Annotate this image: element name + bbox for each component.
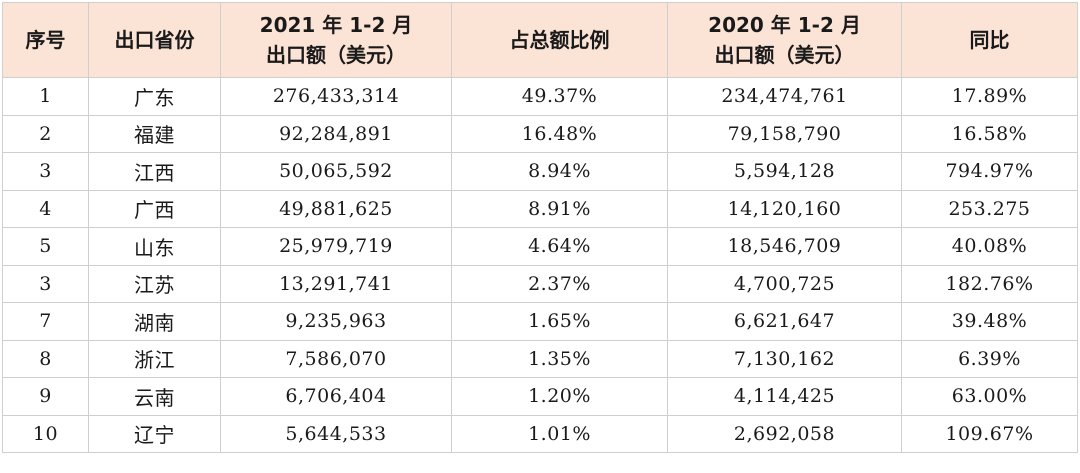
- cell-share: 16.48%: [451, 114, 668, 153]
- cell-export-2021: 6,706,404: [220, 377, 452, 416]
- cell-yoy: 39.48%: [901, 302, 1078, 341]
- cell-rank: 1: [2, 77, 89, 116]
- cell-export-2020: 14,120,160: [667, 189, 902, 228]
- export-table: 序号 出口省份 2021 年 1-2 月 出口额（美元） 占总额比例 2020 …: [2, 2, 1078, 453]
- cell-province: 福建: [88, 114, 221, 153]
- cell-rank: 10: [2, 414, 89, 453]
- table-row: 3 江西 50,065,592 8.94% 5,594,128 794.97%: [2, 152, 1078, 191]
- cell-rank: 9: [2, 377, 89, 416]
- cell-yoy: 6.39%: [901, 339, 1078, 378]
- table-row: 3 江苏 13,291,741 2.37% 4,700,725 182.76%: [2, 264, 1078, 303]
- cell-share: 49.37%: [451, 77, 668, 116]
- header-rank: 序号: [2, 2, 89, 78]
- cell-share: 2.37%: [451, 264, 668, 303]
- header-export-2021-line2: 出口额（美元）: [266, 43, 406, 67]
- cell-share: 1.65%: [451, 302, 668, 341]
- cell-export-2021: 9,235,963: [220, 302, 452, 341]
- table-header: 序号 出口省份 2021 年 1-2 月 出口额（美元） 占总额比例 2020 …: [2, 2, 1078, 78]
- table-row: 9 云南 6,706,404 1.20% 4,114,425 63.00%: [2, 377, 1078, 416]
- cell-rank: 2: [2, 114, 89, 153]
- cell-export-2021: 92,284,891: [220, 114, 452, 153]
- cell-export-2021: 5,644,533: [220, 414, 452, 453]
- cell-province: 广东: [88, 77, 221, 116]
- cell-yoy: 17.89%: [901, 77, 1078, 116]
- cell-province: 江西: [88, 152, 221, 191]
- cell-rank: 4: [2, 189, 89, 228]
- header-export-2021-line1: 2021 年 1-2 月: [259, 13, 413, 37]
- cell-export-2020: 234,474,761: [667, 77, 902, 116]
- cell-export-2020: 5,594,128: [667, 152, 902, 191]
- cell-share: 1.20%: [451, 377, 668, 416]
- cell-province: 辽宁: [88, 414, 221, 453]
- cell-export-2021: 25,979,719: [220, 227, 452, 266]
- cell-export-2020: 4,114,425: [667, 377, 902, 416]
- cell-yoy: 40.08%: [901, 227, 1078, 266]
- header-export-2020-line2: 出口额（美元）: [714, 43, 855, 67]
- cell-share: 4.64%: [451, 227, 668, 266]
- header-row: 序号 出口省份 2021 年 1-2 月 出口额（美元） 占总额比例 2020 …: [2, 2, 1078, 78]
- table-row: 5 山东 25,979,719 4.64% 18,546,709 40.08%: [2, 227, 1078, 266]
- cell-export-2021: 276,433,314: [220, 77, 452, 116]
- cell-export-2020: 2,692,058: [667, 414, 902, 453]
- cell-rank: 8: [2, 339, 89, 378]
- cell-rank: 3: [2, 264, 89, 303]
- cell-province: 云南: [88, 377, 221, 416]
- cell-export-2020: 18,546,709: [667, 227, 902, 266]
- cell-rank: 7: [2, 302, 89, 341]
- header-export-2020-line1: 2020 年 1-2 月: [708, 13, 861, 37]
- cell-export-2021: 13,291,741: [220, 264, 452, 303]
- cell-export-2021: 49,881,625: [220, 189, 452, 228]
- cell-province: 浙江: [88, 339, 221, 378]
- table-body: 1 广东 276,433,314 49.37% 234,474,761 17.8…: [2, 77, 1078, 453]
- table-row: 2 福建 92,284,891 16.48% 79,158,790 16.58%: [2, 114, 1078, 153]
- header-export-2020: 2020 年 1-2 月 出口额（美元）: [667, 2, 902, 78]
- cell-yoy: 253.275: [901, 189, 1078, 228]
- cell-yoy: 794.97%: [901, 152, 1078, 191]
- cell-export-2020: 7,130,162: [667, 339, 902, 378]
- table-row: 8 浙江 7,586,070 1.35% 7,130,162 6.39%: [2, 339, 1078, 378]
- cell-yoy: 16.58%: [901, 114, 1078, 153]
- cell-yoy: 63.00%: [901, 377, 1078, 416]
- header-export-2021: 2021 年 1-2 月 出口额（美元）: [220, 2, 452, 78]
- table-row: 1 广东 276,433,314 49.37% 234,474,761 17.8…: [2, 77, 1078, 116]
- cell-export-2020: 4,700,725: [667, 264, 902, 303]
- cell-province: 山东: [88, 227, 221, 266]
- header-yoy: 同比: [901, 2, 1078, 78]
- table-row: 7 湖南 9,235,963 1.65% 6,621,647 39.48%: [2, 302, 1078, 341]
- cell-export-2021: 7,586,070: [220, 339, 452, 378]
- table-row: 4 广西 49,881,625 8.91% 14,120,160 253.275: [2, 189, 1078, 228]
- header-province: 出口省份: [88, 2, 221, 78]
- cell-export-2020: 79,158,790: [667, 114, 902, 153]
- table-row: 10 辽宁 5,644,533 1.01% 2,692,058 109.67%: [2, 414, 1078, 453]
- cell-province: 广西: [88, 189, 221, 228]
- cell-share: 1.01%: [451, 414, 668, 453]
- cell-export-2021: 50,065,592: [220, 152, 452, 191]
- cell-share: 8.91%: [451, 189, 668, 228]
- cell-share: 8.94%: [451, 152, 668, 191]
- cell-yoy: 109.67%: [901, 414, 1078, 453]
- cell-export-2020: 6,621,647: [667, 302, 902, 341]
- cell-rank: 3: [2, 152, 89, 191]
- cell-rank: 5: [2, 227, 89, 266]
- cell-province: 湖南: [88, 302, 221, 341]
- header-share: 占总额比例: [451, 2, 668, 78]
- cell-share: 1.35%: [451, 339, 668, 378]
- cell-yoy: 182.76%: [901, 264, 1078, 303]
- cell-province: 江苏: [88, 264, 221, 303]
